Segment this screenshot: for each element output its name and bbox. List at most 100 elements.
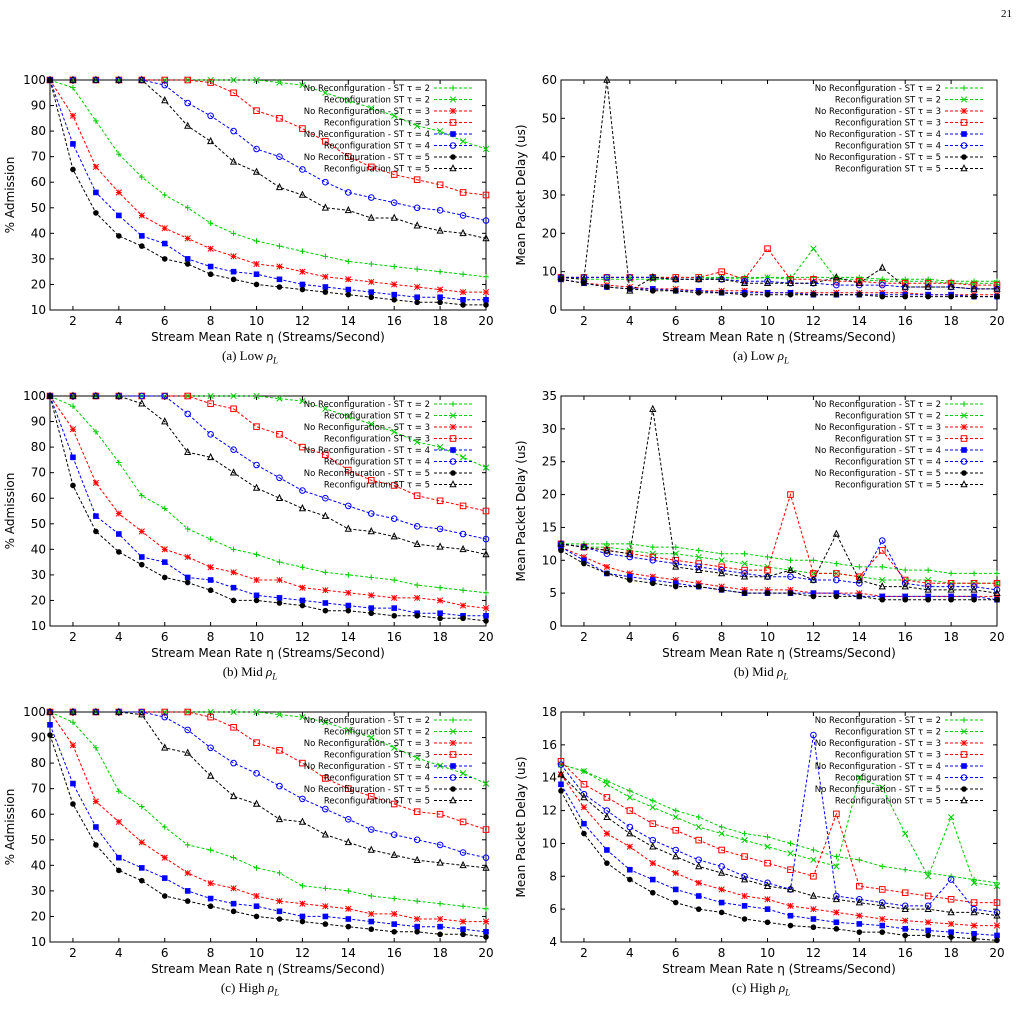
data-point (92, 707, 100, 715)
chart-3: 10 20 30 40 50 60 70 80 90 100 2 4 6 8 10 12 14 16 18 20 Str… (3, 389, 494, 660)
caption-subscript: L (274, 987, 280, 998)
data-point (230, 230, 237, 237)
x-tick-label: 8 (718, 630, 726, 644)
data-point (741, 916, 748, 922)
data-point (672, 274, 680, 281)
data-point (345, 97, 352, 104)
data-point (604, 778, 610, 784)
data-point (322, 289, 329, 295)
data-point (115, 707, 123, 715)
data-point (299, 913, 306, 920)
legend-marker (450, 154, 456, 160)
data-point (718, 550, 725, 557)
data-point (902, 593, 909, 600)
data-point (810, 291, 817, 298)
data-point (833, 919, 840, 926)
data-point (947, 920, 955, 928)
data-point (810, 847, 817, 853)
series-line-2 (560, 247, 997, 284)
data-point (649, 804, 656, 811)
data-point (70, 403, 76, 410)
data-point (253, 551, 260, 558)
data-point (764, 896, 771, 903)
data-point (115, 391, 123, 399)
x-tick-label: 14 (852, 314, 867, 328)
data-point (414, 898, 420, 904)
data-point (459, 544, 467, 553)
data-point (345, 816, 352, 823)
y-tick-label: 60 (542, 73, 557, 87)
series-line-3 (560, 546, 997, 597)
data-point (70, 84, 76, 91)
data-point (763, 881, 772, 889)
data-point (856, 921, 863, 927)
data-point (741, 903, 748, 909)
data-point (856, 929, 863, 935)
data-point (970, 284, 978, 292)
data-point (437, 584, 443, 591)
data-point (763, 572, 772, 580)
data-point (672, 886, 679, 893)
x-tick-label: 18 (943, 630, 958, 644)
legend-label: Reconfiguration ST τ = 4 (835, 458, 941, 468)
data-point (879, 293, 886, 300)
data-point (581, 830, 587, 837)
data-point (436, 810, 444, 818)
legend-label: No Reconfiguration - ST τ = 5 (304, 469, 430, 479)
data-point (878, 901, 886, 909)
data-point (414, 923, 420, 930)
data-point (856, 882, 863, 890)
data-point (230, 446, 237, 453)
data-point (672, 580, 679, 587)
data-point (47, 721, 53, 728)
legend-marker (960, 458, 968, 465)
data-point (138, 392, 146, 400)
data-point (161, 256, 168, 262)
data-point (299, 918, 306, 925)
data-point (391, 263, 398, 270)
data-point (740, 572, 749, 580)
data-point (901, 279, 909, 287)
data-point (649, 544, 656, 550)
data-point (322, 451, 329, 459)
data-point (344, 524, 352, 532)
data-point (810, 276, 817, 283)
data-point (322, 569, 329, 576)
y-tick-label: 10 (542, 265, 557, 279)
y-tick-label: 30 (31, 252, 46, 266)
legend-marker (449, 435, 457, 442)
legend: No Reconfiguration - ST τ = 2 Reconfigura… (815, 716, 983, 807)
data-point (207, 880, 214, 887)
data-point (161, 96, 169, 104)
data-point (603, 550, 611, 558)
data-point (557, 761, 565, 768)
data-point (207, 245, 214, 252)
data-point (115, 818, 122, 826)
data-point (672, 274, 680, 283)
data-point (390, 850, 398, 858)
data-point (298, 817, 307, 825)
data-point (947, 279, 955, 287)
x-tick-label: 8 (207, 630, 215, 644)
data-point (809, 891, 818, 899)
data-point (368, 278, 375, 286)
data-point (161, 708, 168, 716)
data-point (413, 523, 421, 530)
data-point (229, 468, 238, 476)
y-tick-label: 6 (549, 902, 557, 916)
legend-marker (450, 470, 456, 476)
data-point (184, 579, 191, 586)
y-tick-label: 70 (31, 782, 46, 796)
legend-marker (960, 96, 968, 103)
data-point (833, 570, 840, 577)
data-point (786, 885, 795, 893)
data-point (161, 240, 168, 247)
data-point (276, 276, 283, 283)
data-point (970, 281, 978, 289)
data-point (184, 204, 191, 211)
caption-variable: ρ (266, 348, 273, 363)
y-tick-label: 0 (549, 303, 557, 317)
data-point (70, 166, 76, 173)
data-point (275, 182, 284, 191)
legend-marker (960, 435, 968, 442)
